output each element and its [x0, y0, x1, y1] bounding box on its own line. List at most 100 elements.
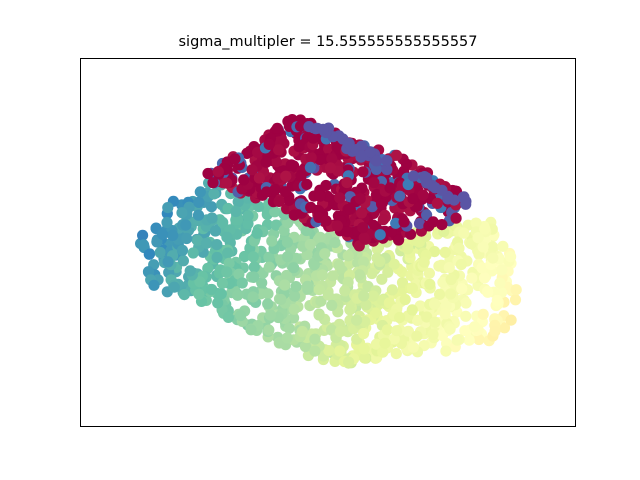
scatter-point [187, 247, 199, 259]
scatter-point [263, 324, 275, 336]
scatter-point [263, 138, 275, 150]
scatter-point [231, 214, 244, 226]
scatter-point [427, 328, 439, 341]
scatter-point [296, 325, 308, 338]
scatter-point [280, 170, 292, 182]
scatter-point [307, 132, 319, 144]
scatter-point [200, 237, 213, 249]
scatter-point [460, 297, 472, 309]
scatter-point [390, 217, 402, 229]
scatter-point [429, 298, 441, 310]
scatter-point [424, 278, 436, 290]
scatter-point [331, 220, 343, 232]
scatter-point [334, 192, 346, 204]
scatter-point [177, 255, 189, 267]
scatter-point [473, 333, 485, 346]
scatter-point [162, 202, 174, 214]
scatter-point [399, 293, 411, 306]
scatter-point [262, 288, 274, 300]
scatter-point [319, 248, 331, 260]
scatter-point [279, 279, 291, 291]
scatter-point [394, 190, 406, 202]
scatter-point [381, 155, 393, 167]
scatter-point [178, 289, 190, 301]
scatter-point [206, 283, 218, 296]
scatter-point [402, 178, 414, 191]
scatter-point [305, 152, 317, 164]
scatter-point [288, 303, 300, 315]
scatter-point [376, 198, 388, 210]
scatter-point [248, 261, 260, 273]
scatter-point [143, 248, 155, 260]
scatter-point [494, 277, 506, 289]
scatter-point [273, 144, 285, 156]
scatter-point [440, 345, 452, 357]
scatter-point [290, 281, 302, 293]
scatter-point [356, 207, 368, 219]
scatter-point [235, 310, 247, 322]
scatter-point [176, 244, 189, 256]
scatter-point [316, 269, 328, 281]
scatter-point [439, 246, 451, 258]
scatter-point [202, 167, 214, 180]
scatter-point [451, 334, 463, 346]
scatter-point [309, 345, 321, 357]
scatter-point [295, 169, 307, 181]
scatter-points [135, 114, 522, 369]
scatter-point [301, 280, 314, 292]
scatter-point [398, 216, 410, 228]
scatter-point [354, 193, 366, 205]
scatter-point [407, 193, 419, 205]
scatter-point [381, 324, 393, 336]
scatter-point [456, 283, 468, 295]
scatter-point [510, 284, 522, 296]
scatter-point [374, 255, 386, 268]
scatter-point [357, 166, 369, 178]
scatter-point [248, 271, 260, 283]
scatter-point [460, 198, 472, 210]
scatter-point [505, 251, 517, 263]
scatter-point [246, 164, 258, 176]
scatter-point [402, 325, 414, 337]
scatter-point [396, 277, 409, 289]
scatter-point [388, 333, 400, 345]
scatter-point [353, 269, 366, 281]
scatter-point [238, 174, 250, 186]
scatter-point [450, 212, 462, 224]
scatter-point [359, 352, 371, 364]
scatter-point [421, 311, 433, 323]
scatter-point [216, 277, 228, 289]
scatter-point [357, 256, 370, 268]
scatter-point [184, 265, 196, 277]
scatter-point [212, 297, 224, 309]
scatter-point [369, 307, 381, 319]
scatter-point [333, 259, 345, 271]
chart-title: sigma_multipler = 15.555555555555557 [178, 34, 478, 50]
scatter-point [343, 137, 355, 149]
scatter-point [442, 193, 454, 205]
scatter-point [477, 241, 489, 253]
scatter-point [242, 218, 254, 230]
scatter-point [370, 338, 382, 350]
scatter-point [288, 312, 300, 324]
scatter-point [138, 239, 150, 251]
scatter-point [413, 218, 426, 230]
scatter-point [497, 240, 509, 252]
scatter-point [271, 122, 283, 134]
scatter-point [406, 304, 418, 316]
scatter-point [264, 309, 276, 321]
scatter-point [358, 232, 370, 244]
scatter-point [390, 149, 403, 161]
scatter-point [262, 298, 274, 310]
scatter-point [418, 171, 431, 183]
scatter-point [351, 314, 363, 326]
scatter-point [222, 311, 234, 323]
scatter-point [381, 163, 393, 176]
scatter-point [407, 341, 419, 353]
scatter-point [194, 276, 206, 288]
scatter-point [477, 308, 489, 320]
scatter-point [263, 261, 275, 273]
scatter-point [364, 146, 376, 158]
scatter-point [383, 297, 395, 309]
scatter-point [367, 219, 379, 231]
